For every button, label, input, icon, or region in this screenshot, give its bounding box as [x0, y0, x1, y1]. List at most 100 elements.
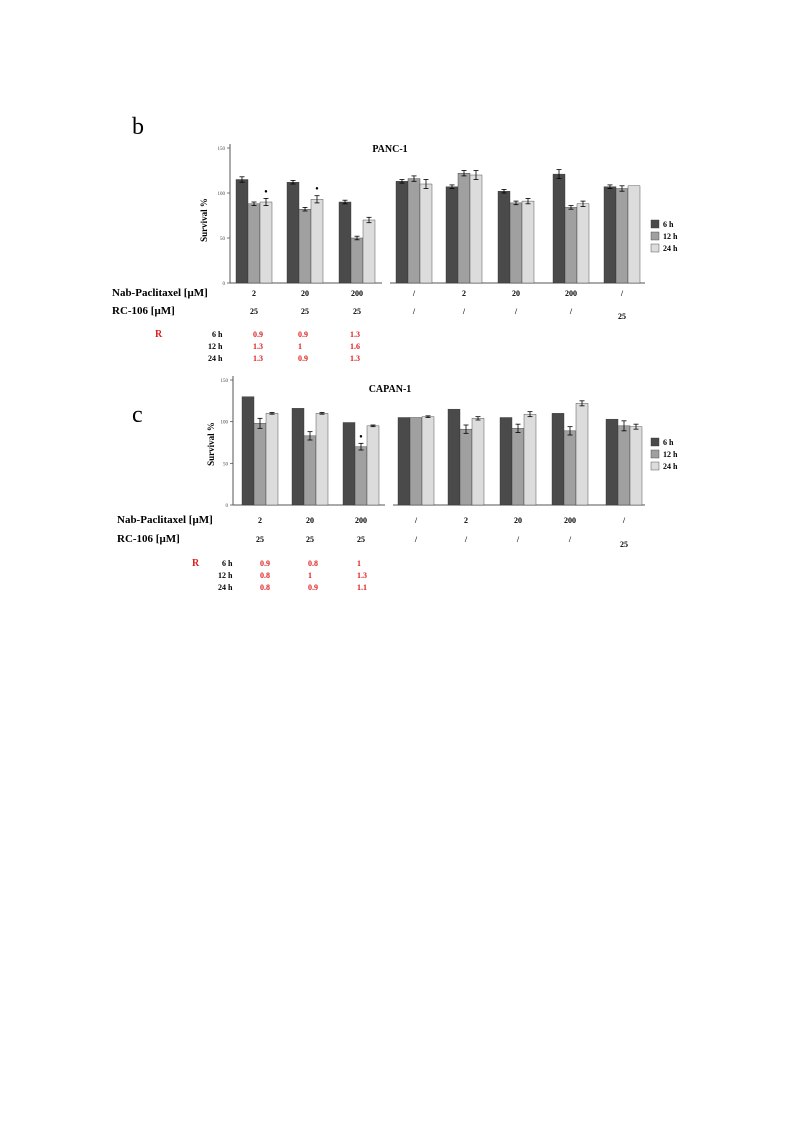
category-nab-6: 20 [514, 516, 522, 525]
y-tick-label: 0 [223, 282, 226, 287]
bar-6h-group-1 [235, 179, 249, 284]
bar-24h-group-1 [265, 413, 279, 506]
category-rc-7: / [569, 307, 573, 316]
r-table-value: 0.8 [260, 583, 270, 592]
y-tick-label: 50 [223, 462, 229, 467]
bar-24h-group-8 [629, 426, 643, 506]
category-nab-5: 2 [462, 289, 466, 298]
row-label-nab-paclitaxel: Nab-Paclitaxel [μM] [112, 287, 208, 299]
bar-24h-group-8 [627, 185, 641, 284]
bar-6h-group-2 [291, 408, 305, 506]
r-table-value: 1.6 [350, 342, 360, 351]
category-rc-4: / [412, 307, 416, 316]
panel-letter-b: b [132, 114, 144, 140]
category-rc-6: / [516, 535, 520, 544]
bar-12h-group-6 [509, 202, 523, 284]
category-rc-8: 25 [618, 312, 626, 321]
bar-6h-group-5 [445, 186, 459, 284]
bar-24h-group-1 [259, 201, 273, 284]
y-tick-label: 0 [226, 504, 229, 509]
r-table-value: 1.3 [357, 571, 367, 580]
bar-6h-group-3 [342, 422, 356, 506]
r-table-value: 0.8 [308, 559, 318, 568]
bar-24h-group-4 [419, 183, 433, 284]
bar-24h-group-7 [576, 203, 590, 284]
bar-6h-group-4 [395, 181, 409, 284]
r-table-time-12h: 12 h [218, 571, 233, 580]
bar-12h-group-6 [511, 428, 525, 506]
bar-6h-group-5 [447, 408, 461, 506]
r-table-value: 0.9 [298, 354, 308, 363]
bar-12h-group-3 [350, 237, 364, 284]
bar-24h-group-4 [421, 416, 435, 506]
legend-swatch-12h [650, 449, 660, 459]
r-table-value: 1.3 [350, 330, 360, 339]
r-table-time-12h: 12 h [208, 342, 223, 351]
significance-marker: • [359, 431, 362, 441]
bar-24h-group-5 [469, 174, 483, 284]
bar-12h-group-4 [407, 178, 421, 284]
r-table-time-24h: 24 h [208, 354, 223, 363]
r-table-value: 1.3 [253, 342, 263, 351]
legend-swatch-6h [650, 219, 660, 229]
bar-24h-group-7 [575, 403, 589, 506]
bar-12h-group-2 [303, 435, 317, 506]
r-table-time-6h: 6 h [212, 330, 223, 339]
y-tick-label: 150 [218, 147, 226, 152]
category-rc-6: / [514, 307, 518, 316]
category-nab-4: / [414, 516, 418, 525]
r-table-value: 0.9 [298, 330, 308, 339]
significance-marker: • [264, 186, 267, 196]
category-rc-2: 25 [301, 307, 309, 316]
r-table-value: 1 [357, 559, 361, 568]
category-nab-8: / [622, 516, 626, 525]
y-axis-label: Survival % [199, 198, 209, 242]
bar-24h-group-2 [315, 413, 329, 506]
category-nab-6: 20 [512, 289, 520, 298]
category-nab-7: 200 [565, 289, 577, 298]
bar-12h-group-8 [615, 188, 629, 284]
r-table-value: 1 [298, 342, 302, 351]
row-label-rc-106: RC-106 [μM] [117, 533, 180, 545]
significance-marker: • [315, 184, 318, 194]
bar-6h-group-2 [286, 181, 300, 284]
chart-title-capan-1: CAPAN-1 [369, 384, 412, 395]
bar-12h-group-2 [298, 208, 312, 284]
bar-12h-group-1 [253, 423, 267, 506]
bar-6h-group-7 [551, 413, 565, 506]
r-table-label: R [155, 329, 163, 340]
bar-6h-group-8 [603, 186, 617, 284]
bar-12h-group-3 [354, 446, 368, 506]
bar-24h-group-6 [523, 413, 537, 506]
r-table-label: R [192, 558, 200, 569]
y-tick-label: 100 [221, 421, 229, 426]
bar-6h-group-6 [497, 190, 511, 284]
category-nab-3: 200 [355, 516, 367, 525]
legend-label-24h: 24 h [663, 462, 678, 471]
legend-swatch-24h [650, 461, 660, 471]
category-rc-2: 25 [306, 535, 314, 544]
category-nab-7: 200 [564, 516, 576, 525]
bar-12h-group-7 [563, 430, 577, 506]
bar-6h-group-8 [605, 418, 619, 506]
category-rc-1: 25 [250, 307, 258, 316]
legend-label-12h: 12 h [663, 450, 678, 459]
row-label-nab-paclitaxel: Nab-Paclitaxel [μM] [117, 514, 213, 526]
r-table-value: 0.9 [253, 330, 263, 339]
r-table-value: 1.1 [357, 583, 367, 592]
bar-24h-group-2 [310, 199, 324, 284]
category-rc-4: / [414, 535, 418, 544]
category-rc-8: 25 [620, 540, 628, 549]
category-nab-1: 2 [252, 289, 256, 298]
r-table-value: 0.9 [308, 583, 318, 592]
bar-24h-group-5 [471, 418, 485, 506]
chart-title-panc-1: PANC-1 [372, 144, 407, 155]
category-nab-8: / [620, 289, 624, 298]
category-nab-3: 200 [351, 289, 363, 298]
category-nab-2: 20 [301, 289, 309, 298]
bar-24h-group-6 [521, 200, 535, 284]
category-rc-5: / [464, 535, 468, 544]
legend-swatch-24h [650, 243, 660, 253]
r-table-value: 1.3 [253, 354, 263, 363]
legend-label-6h: 6 h [663, 220, 674, 229]
